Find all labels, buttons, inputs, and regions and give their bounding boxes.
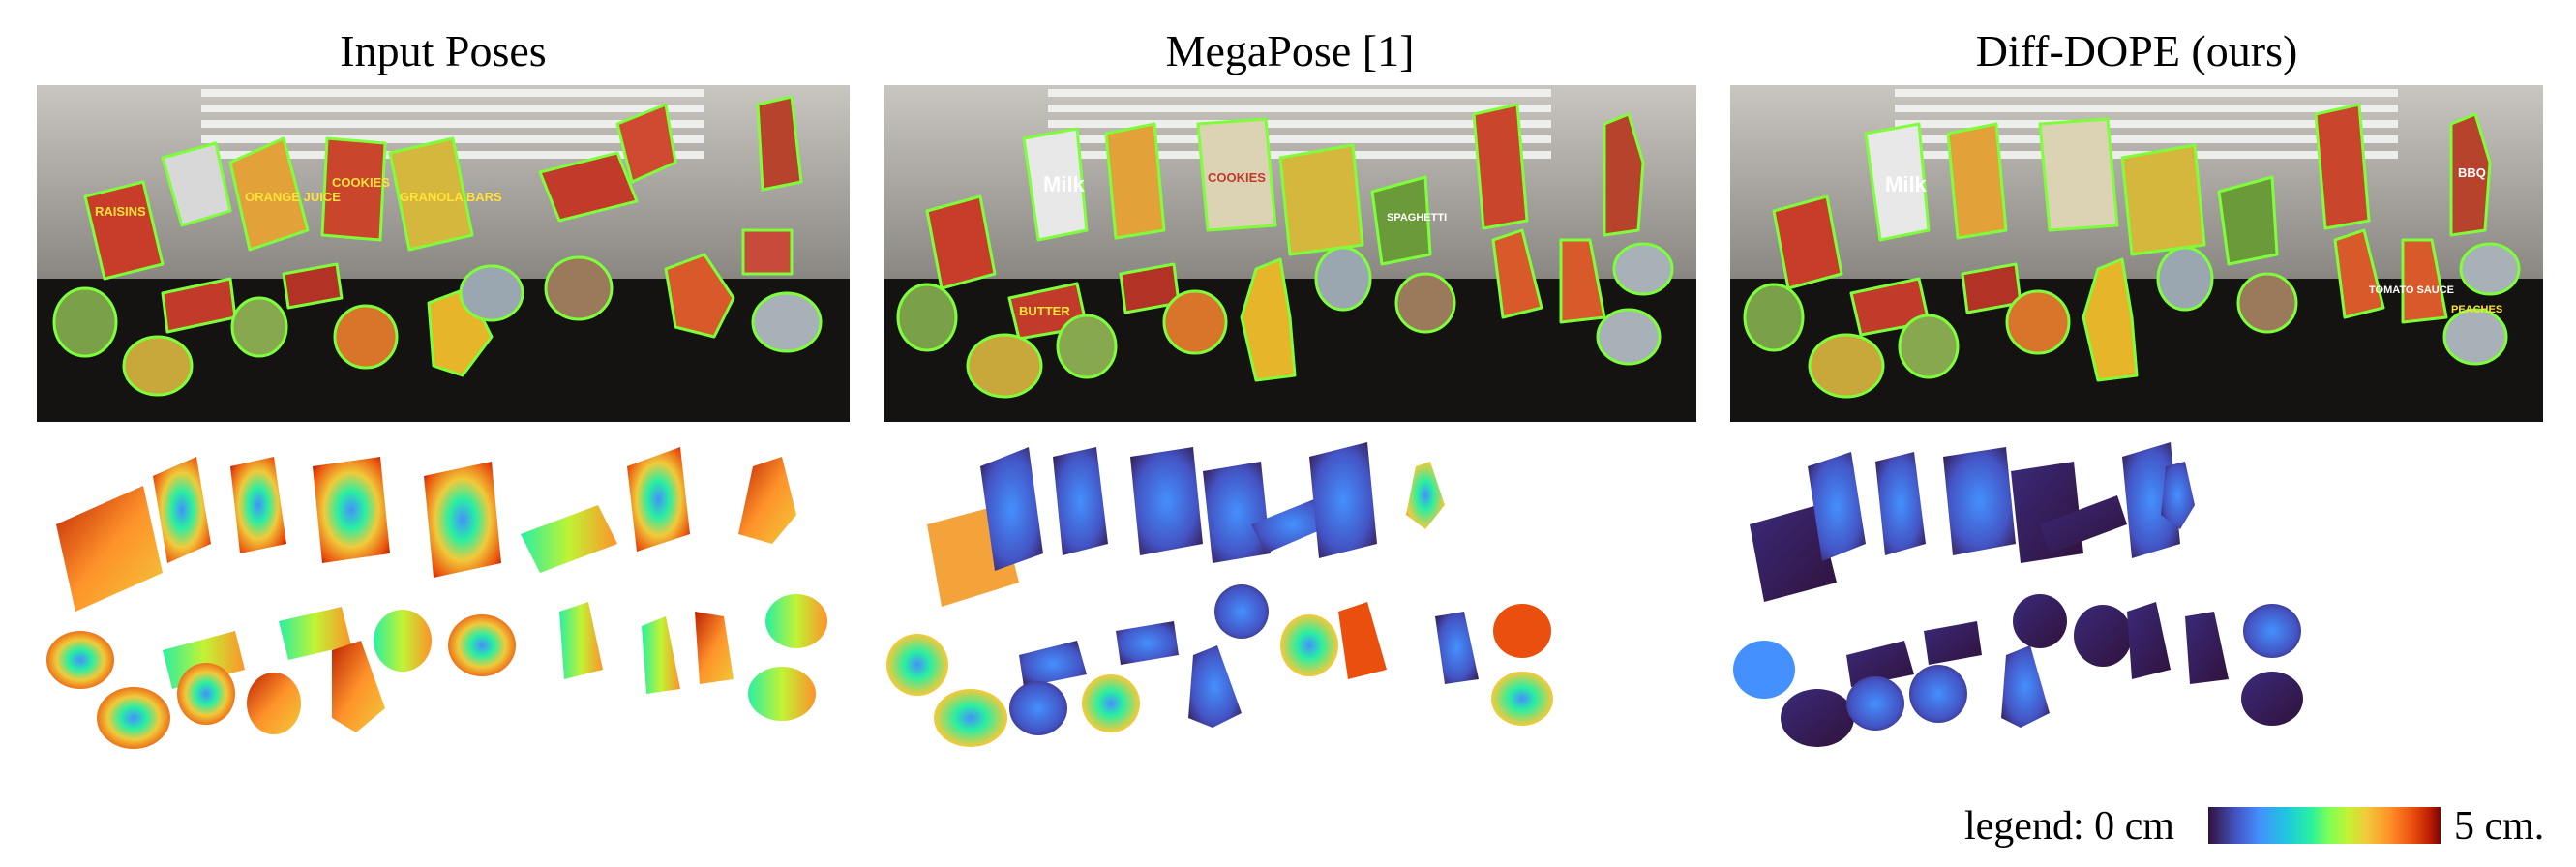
diff-dope-photo: Milk TOMATO SAUCE BBQ PEACHES [1730,85,2543,422]
granola-label: GRANOLA BARS [400,190,502,204]
bbq-label: BBQ [2458,165,2486,180]
megapose-photo: Milk COOKIES BUTTER SPAGHETTI [884,85,1696,422]
raisins-label: RAISINS [95,204,146,219]
legend-min-label: legend: 0 cm [1964,804,2174,849]
diff-dope-error-render [1730,437,2543,781]
input-poses-error-render [37,437,850,781]
peaches-label: PEACHES [2451,304,2502,315]
cookies-label: COOKIES [332,175,390,190]
butter-label: BUTTER [1019,304,1070,318]
title-input-poses: Input Poses [340,26,547,75]
legend-max-label: 5 cm. [2454,804,2545,849]
input-poses-photo: RAISINS ORANGE JUICE COOKIES GRANOLA BAR… [37,85,850,422]
megapose-error-render [884,437,1696,781]
cookies-label-2: COOKIES [1208,170,1266,185]
title-megapose: MegaPose [1] [1165,26,1415,75]
milk-label-2: Milk [1885,172,1928,196]
error-legend: legend: 0 cm 5 cm. [1964,793,2564,855]
milk-label: Milk [1043,172,1086,196]
spaghetti-label: SPAGHETTI [1387,212,1447,224]
juice-label: ORANGE JUICE [245,190,341,204]
tomato-label: TOMATO SAUCE [2369,284,2454,296]
title-diff-dope: Diff-DOPE (ours) [1975,26,2298,75]
turbo-colorbar [2208,807,2441,844]
